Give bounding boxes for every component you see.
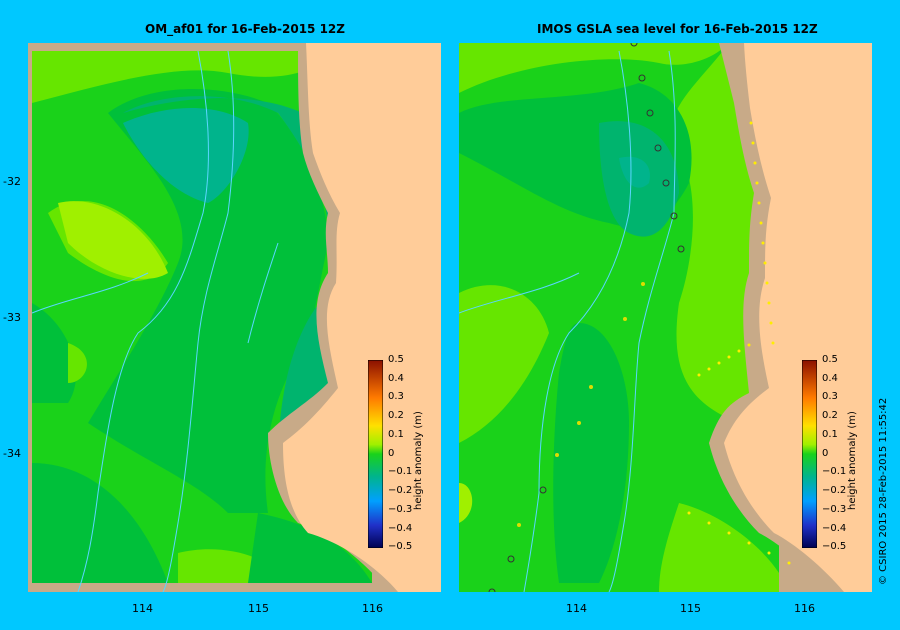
left-panel-title: OM_af01 for 16-Feb-2015 12Z [145,22,345,36]
right-cb-label-6: −0.1 [822,466,847,477]
left-x-tick-2: 115 [248,602,269,615]
left-y-tick-3: -34 [3,447,21,460]
left-y-tick-1: -32 [3,175,21,188]
right-cb-label-5: 0 [822,448,829,459]
right-cb-label-3: 0.2 [822,410,838,421]
left-cb-title: height anomaly (m) [413,411,424,510]
right-cb-label-4: 0.1 [822,429,838,440]
right-colorbar-gradient [801,359,818,549]
left-cb-label-5: 0 [388,448,395,459]
right-cb-label-7: −0.2 [822,485,847,496]
right-cb-label-9: −0.4 [822,523,847,534]
right-map [459,43,872,592]
right-panel-title: IMOS GSLA sea level for 16-Feb-2015 12Z [537,22,818,36]
left-cb-label-6: −0.1 [388,466,413,477]
left-cb-label-7: −0.2 [388,485,413,496]
left-x-tick-3: 116 [362,602,383,615]
right-cb-label-0: 0.5 [822,354,838,365]
left-colorbar: 0.5 0.4 0.3 0.2 0.1 0 −0.1 −0.2 −0.3 −0.… [367,354,424,552]
left-cb-label-9: −0.4 [388,523,413,534]
right-cb-label-1: 0.4 [822,373,838,384]
left-colorbar-gradient [367,359,384,549]
left-cb-label-2: 0.3 [388,391,404,402]
copyright-credit: © CSIRO 2015 28-Feb-2015 11:55:42 [878,397,889,585]
left-cb-label-1: 0.4 [388,373,404,384]
right-x-tick-3: 116 [794,602,815,615]
right-x-tick-2: 115 [680,602,701,615]
left-cb-label-4: 0.1 [388,429,404,440]
left-cb-label-8: −0.3 [388,504,413,515]
right-cb-label-2: 0.3 [822,391,838,402]
left-y-tick-2: -33 [3,311,21,324]
left-cb-label-0: 0.5 [388,354,404,365]
left-cb-label-10: −0.5 [388,541,413,552]
left-map [28,43,441,592]
left-cb-label-3: 0.2 [388,410,404,421]
right-cb-label-10: −0.5 [822,541,847,552]
right-colorbar: 0.5 0.4 0.3 0.2 0.1 0 −0.1 −0.2 −0.3 −0.… [801,354,858,552]
right-cb-label-8: −0.3 [822,504,847,515]
left-x-tick-1: 114 [132,602,153,615]
left-map-panel [28,43,441,592]
right-map-panel [459,43,872,592]
right-x-tick-1: 114 [566,602,587,615]
right-cb-title: height anomaly (m) [847,411,858,510]
